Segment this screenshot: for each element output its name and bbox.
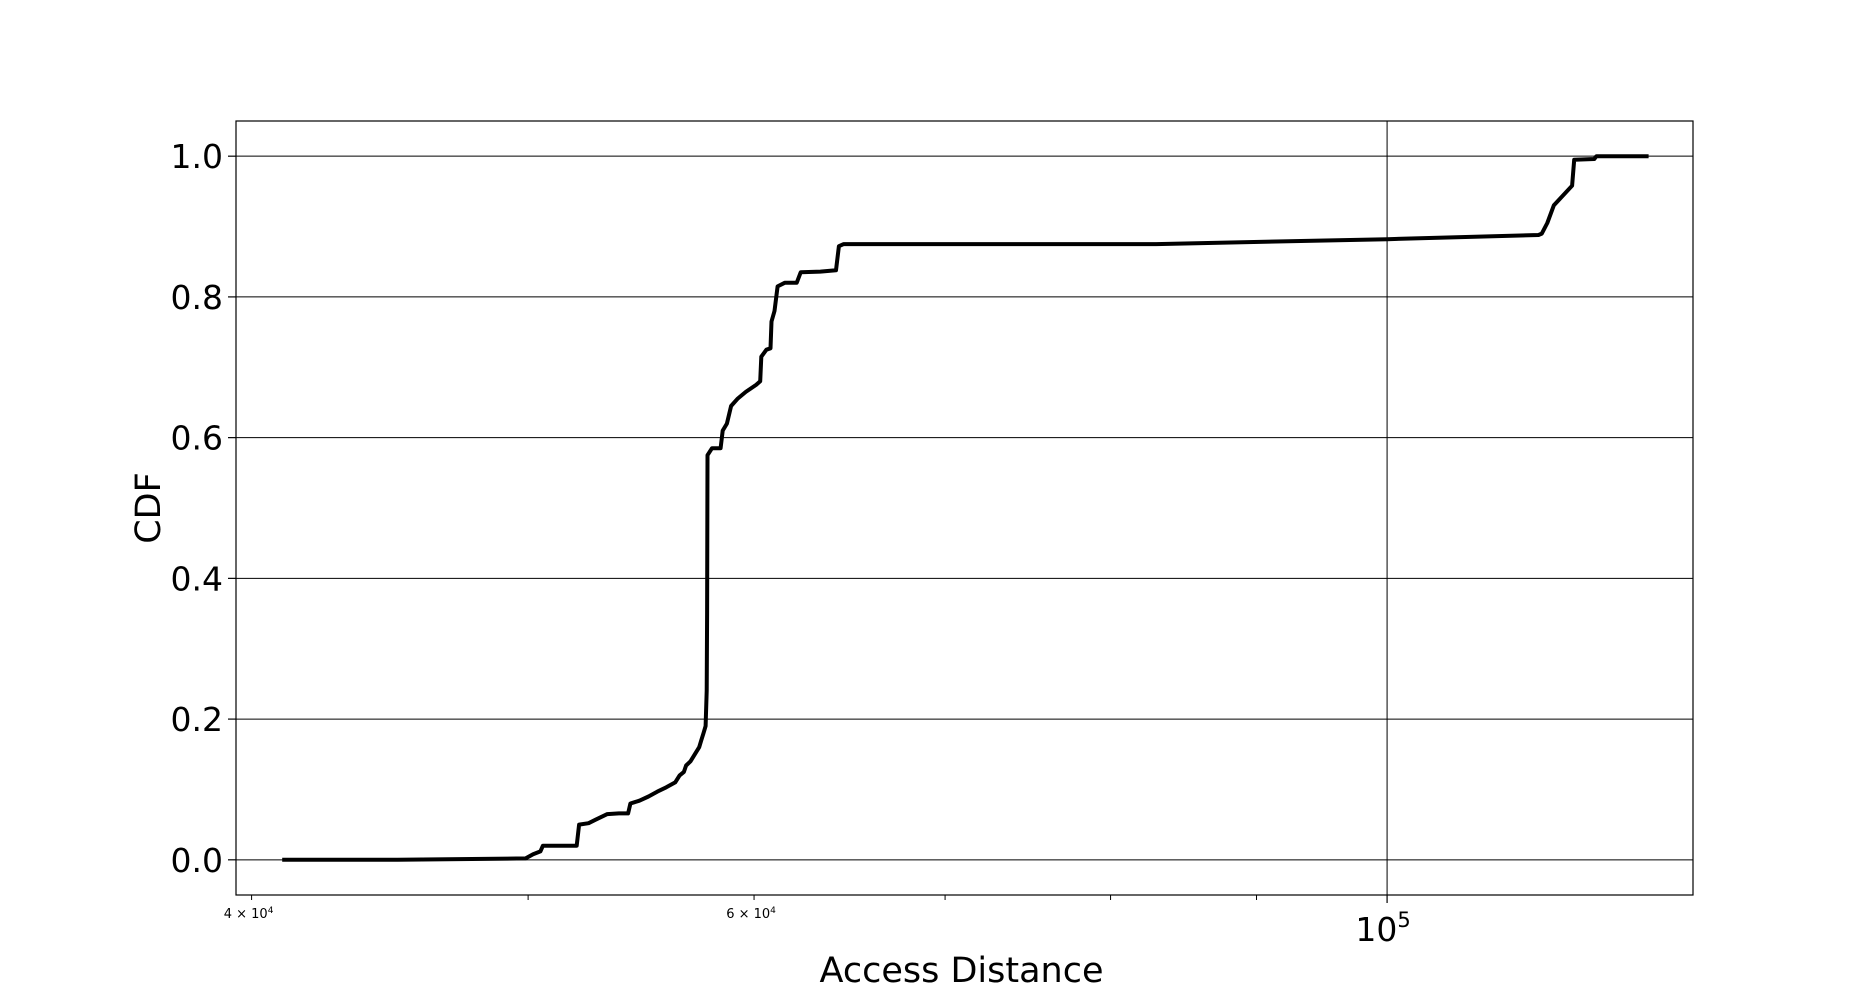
cdf-line [282,154,1649,862]
y-tick-label: 0.0 [171,841,223,880]
x-minor-tick-label: 4 × 104 [224,906,274,922]
y-tick-label: 0.2 [171,700,223,739]
plot-frame [235,120,1694,896]
x-minor-tick-label: 6 × 104 [726,906,776,922]
x-axis-label: Access Distance [820,951,1104,991]
x-major-tick-label: 105 [1355,908,1410,949]
y-axis-label: CDF [129,472,169,544]
grid-lines [236,121,1693,895]
y-tick-label: 0.8 [171,278,223,317]
y-tick-label: 0.4 [171,559,223,598]
axis-ticks: 0.0 0.2 0.4 0.6 0.8 1.0 105 4 × 104 6 × 104 [171,137,1411,949]
y-tick-label: 1.0 [171,137,223,176]
series-layer [282,154,1649,862]
y-tick-label: 0.6 [171,419,223,458]
